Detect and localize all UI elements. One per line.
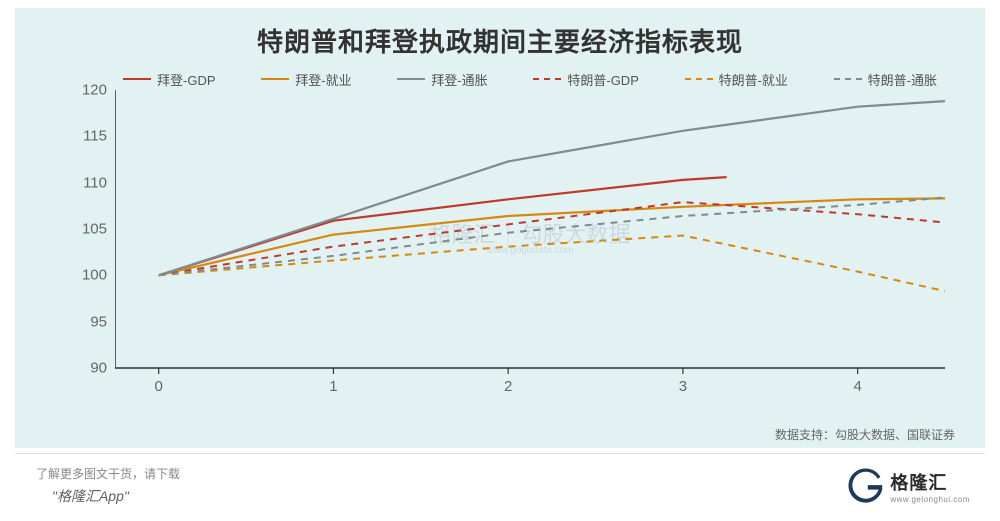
- chart-title: 特朗普和拜登执政期间主要经济指标表现: [15, 22, 985, 59]
- legend-item-trump_employment: 特朗普-就业: [685, 70, 788, 89]
- brand-logo: 格隆汇 www.gelonghui.com: [848, 468, 970, 504]
- brand-sub: www.gelonghui.com: [890, 495, 970, 504]
- footer-app-name: "格隆汇App": [52, 486, 129, 506]
- y-tick-label: 105: [69, 221, 107, 238]
- legend-item-biden_inflation: 拜登-通胀: [397, 70, 487, 89]
- legend-label: 特朗普-GDP: [567, 70, 639, 89]
- legend-item-biden_gdp: 拜登-GDP: [123, 70, 216, 89]
- legend-label: 特朗普-通胀: [868, 70, 937, 89]
- chart-panel: 特朗普和拜登执政期间主要经济指标表现 格隆汇 勾股大数据 www.gogudat…: [15, 8, 985, 448]
- chart-svg: [115, 68, 945, 398]
- y-tick-label: 100: [69, 267, 107, 284]
- legend-label: 特朗普-就业: [719, 70, 788, 89]
- data-source: 数据支持：勾股大数据、国联证券: [775, 426, 955, 443]
- legend-item-trump_gdp: 特朗普-GDP: [533, 70, 639, 89]
- y-tick-label: 120: [69, 82, 107, 99]
- legend-item-trump_inflation: 特朗普-通胀: [834, 70, 937, 89]
- footer-note: 了解更多图文干货，请下载: [36, 465, 180, 482]
- y-tick-label: 90: [69, 360, 107, 377]
- divider: [15, 453, 985, 454]
- series-trump_employment: [159, 236, 945, 292]
- y-tick-label: 110: [69, 174, 107, 191]
- legend-label: 拜登-就业: [295, 70, 351, 89]
- legend-item-biden_employment: 拜登-就业: [261, 70, 351, 89]
- brand-g-icon: [848, 468, 884, 504]
- chart-legend: 拜登-GDP 拜登-就业 拜登-通胀 特朗普-GDP 特朗普-就业 特朗普-通胀: [115, 68, 945, 90]
- plot-area: 格隆汇 勾股大数据 www.gogudata.com 拜登-GDP拜登-就业拜登…: [115, 68, 945, 398]
- legend-swatch: [123, 78, 151, 80]
- legend-swatch: [834, 78, 862, 80]
- series-biden_gdp: [159, 177, 727, 275]
- legend-label: 拜登-通胀: [431, 70, 487, 89]
- y-tick-label: 95: [69, 313, 107, 330]
- brand-text: 格隆汇: [890, 469, 970, 495]
- legend-swatch: [397, 78, 425, 80]
- y-tick-label: 115: [69, 128, 107, 145]
- legend-label: 拜登-GDP: [157, 70, 216, 89]
- legend-swatch: [261, 78, 289, 80]
- series-biden_inflation: [159, 101, 945, 275]
- legend-swatch: [533, 78, 561, 80]
- legend-swatch: [685, 78, 713, 80]
